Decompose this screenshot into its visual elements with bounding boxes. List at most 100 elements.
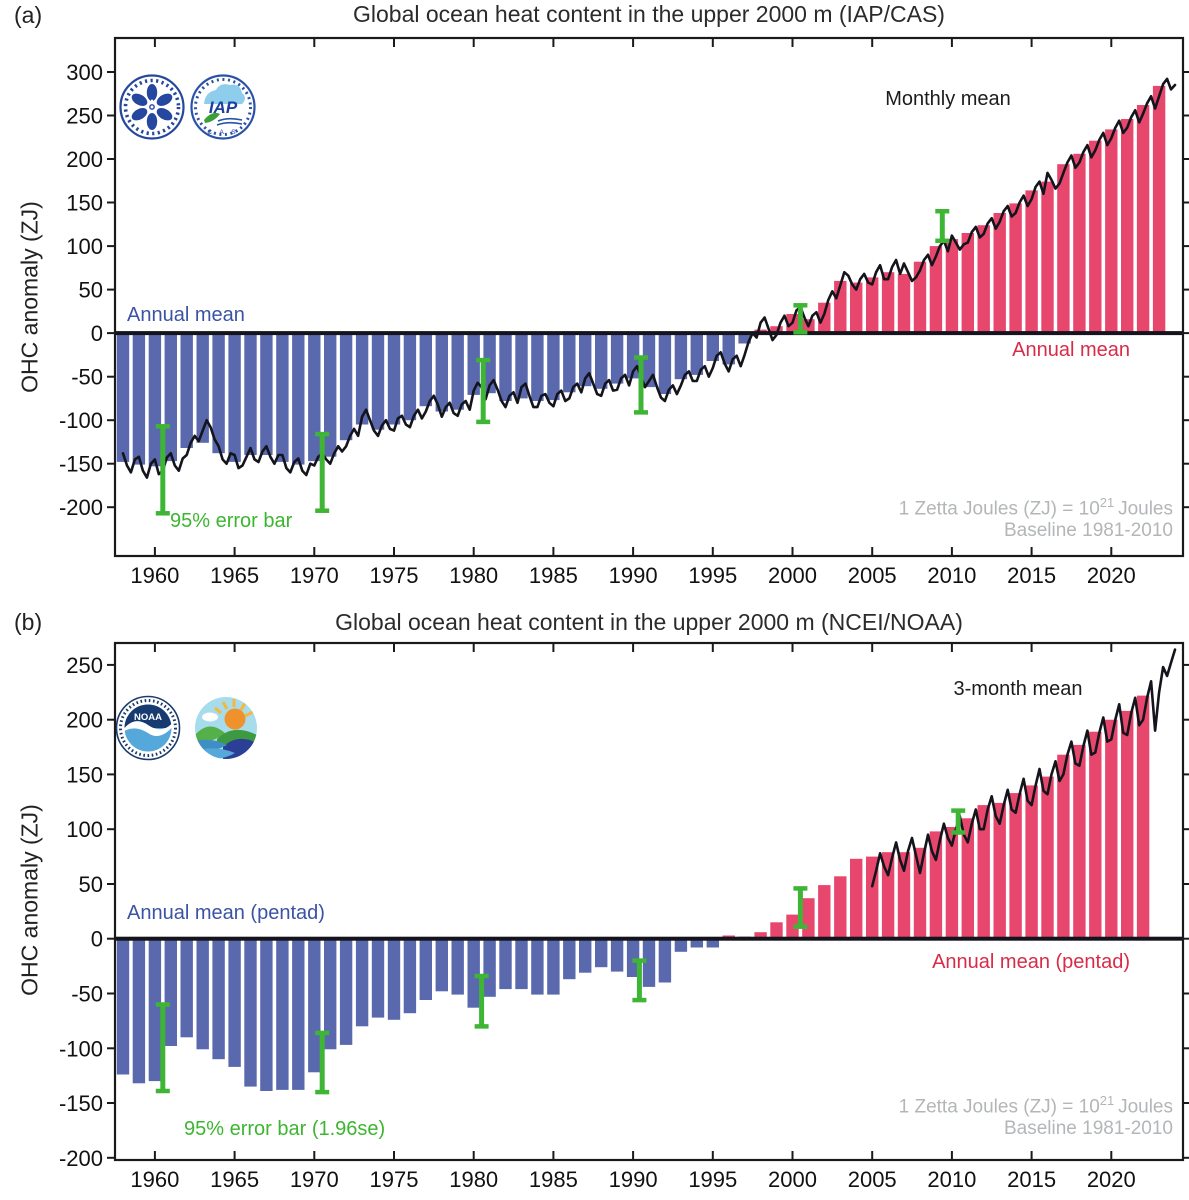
bar-1972 xyxy=(339,333,353,441)
bar-1968 xyxy=(276,938,289,1090)
bar-2008 xyxy=(913,847,927,939)
error-bars-layer xyxy=(155,208,950,516)
y-tick--200: -200 xyxy=(59,1146,103,1171)
bar-1965 xyxy=(228,938,241,1067)
tick-marks xyxy=(107,38,1189,556)
y-tick-150: 150 xyxy=(66,191,103,216)
bar-1999 xyxy=(770,326,783,334)
bar-1989 xyxy=(610,333,624,384)
bar-2022 xyxy=(1136,105,1150,334)
x-tick-1965: 1965 xyxy=(210,1167,259,1192)
x-tick-1980: 1980 xyxy=(449,1167,498,1192)
tick-marks xyxy=(107,643,1189,1160)
bar-1998 xyxy=(754,932,767,939)
cloud xyxy=(202,712,218,722)
bar-1966 xyxy=(244,938,257,1087)
bar-1959 xyxy=(132,938,146,1084)
bar-1963 xyxy=(196,938,209,1050)
bar-1960 xyxy=(148,333,162,467)
y-tick-200: 200 xyxy=(66,708,103,733)
panel-b-baseline-note: Baseline 1981-2010 xyxy=(1003,1118,1173,1139)
x-tick-2000: 2000 xyxy=(768,563,817,588)
x-tick-1985: 1985 xyxy=(529,1167,578,1192)
bar-2000 xyxy=(786,914,799,939)
x-tick-1975: 1975 xyxy=(370,563,419,588)
error-bar-2001 xyxy=(793,886,808,929)
bar-1983 xyxy=(515,938,528,990)
bar-1962 xyxy=(180,938,193,1038)
panel-a-annual-mean-negative-label: Annual mean xyxy=(127,304,245,326)
bar-1982 xyxy=(499,938,512,990)
bars-layer xyxy=(116,695,1150,1091)
bar-1988 xyxy=(595,333,608,389)
error-bar-1961 xyxy=(155,1002,170,1094)
error-bar-1990 xyxy=(632,958,647,1003)
bar-2008 xyxy=(913,261,927,334)
note-exponent: 21 xyxy=(1099,495,1115,510)
panel-a-error-bar-label: 95% error bar xyxy=(170,510,293,532)
x-tick-2015: 2015 xyxy=(1007,1167,1056,1192)
y-tick-50: 50 xyxy=(79,278,103,303)
bar-1989 xyxy=(610,938,624,972)
bar-1970 xyxy=(308,938,321,1073)
x-tick-2015: 2015 xyxy=(1007,563,1056,588)
bar-1986 xyxy=(563,333,576,393)
noaa-logo-text: NOAA xyxy=(134,712,162,723)
y-tick-0: 0 xyxy=(91,321,103,346)
bar-2018 xyxy=(1073,153,1086,334)
note-unit: Joules xyxy=(1118,498,1173,520)
x-tick-1965: 1965 xyxy=(210,563,259,588)
bar-1973 xyxy=(355,938,369,1027)
sun-rays xyxy=(214,699,254,718)
bar-2012 xyxy=(977,805,990,939)
x-tick-2005: 2005 xyxy=(848,563,897,588)
bar-1968 xyxy=(276,333,289,462)
bar-2015 xyxy=(1025,785,1038,939)
bar-2010 xyxy=(945,239,959,334)
noaa-seagull xyxy=(124,721,172,737)
bar-1963 xyxy=(196,333,209,443)
bar-2020 xyxy=(1105,719,1118,939)
y-tick-50: 50 xyxy=(79,872,103,897)
y-tick-250: 250 xyxy=(66,653,103,678)
water xyxy=(195,739,227,752)
bar-1975 xyxy=(387,938,401,1020)
bar-1973 xyxy=(355,333,369,425)
panel-b-annual-mean-negative-label: Annual mean (pentad) xyxy=(127,902,325,924)
x-tick-2000: 2000 xyxy=(768,1167,817,1192)
x-tick-1960: 1960 xyxy=(130,1167,179,1192)
bar-2012 xyxy=(977,225,990,334)
bar-2005 xyxy=(866,277,879,334)
y-tick-100: 100 xyxy=(66,817,103,842)
axis-frame xyxy=(113,641,1185,1162)
bar-2019 xyxy=(1089,731,1102,939)
bars-layer xyxy=(116,85,1166,467)
bar-1964 xyxy=(212,938,225,1060)
bar-1961 xyxy=(164,333,177,462)
bar-1958 xyxy=(116,938,130,1075)
noaa-logo-icon: NOAA xyxy=(115,695,181,761)
bar-2004 xyxy=(850,858,863,939)
bar-2007 xyxy=(897,852,911,939)
error-bar-1961 xyxy=(155,424,170,516)
bar-2023 xyxy=(1152,85,1166,334)
bar-1985 xyxy=(547,333,560,401)
bar-1980 xyxy=(467,938,480,1008)
bar-1961 xyxy=(164,938,177,1046)
iap-cas-letters: C A S xyxy=(207,129,238,136)
y-tick-300: 300 xyxy=(66,60,103,85)
bar-1986 xyxy=(563,938,576,980)
panel-b-y-axis-label: OHC anomaly (ZJ) xyxy=(16,804,43,996)
bar-1965 xyxy=(228,333,241,462)
panel-b-title: Global ocean heat content in the upper 2… xyxy=(335,609,963,635)
ohc-chart-ncei-canvas: -200 -150 -100 -50 0 50 100 150 200 250 1960 1965 19… xyxy=(59,641,1189,1192)
panel-a-index-label: (a) xyxy=(14,2,43,28)
bar-1993 xyxy=(674,938,688,952)
bar-1960 xyxy=(148,938,162,1082)
bar-2019 xyxy=(1089,140,1102,334)
x-tick-1960: 1960 xyxy=(130,563,179,588)
error-bar-1981 xyxy=(476,357,491,425)
panel-a-zetta-joule-note: 1 Zetta Joules (ZJ) = 1021 Joules xyxy=(899,495,1173,520)
bar-1996 xyxy=(722,333,735,365)
